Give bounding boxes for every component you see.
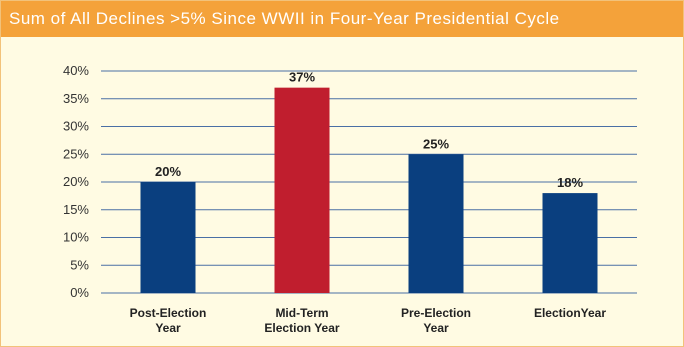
x-tick-label: Year [423,321,449,335]
bar [542,193,598,293]
y-tick-label: 30% [63,119,89,134]
bar [140,182,196,293]
data-label: 37% [289,70,315,85]
chart-title: Sum of All Declines >5% Since WWII in Fo… [1,1,683,37]
y-tick-label: 35% [63,91,89,106]
x-tick-label: Pre-Election [401,306,471,320]
x-tick-label: Mid-Term [275,306,328,320]
x-tick-label: Post-Election [130,306,207,320]
data-label: 20% [155,164,181,179]
y-tick-label: 20% [63,174,89,189]
y-tick-label: 40% [63,63,89,78]
bar [274,87,330,294]
x-tick-label: Election Year [264,321,339,335]
y-tick-label: 10% [63,230,89,245]
data-label: 18% [557,175,583,190]
y-tick-label: 5% [70,257,89,272]
y-tick-label: 15% [63,202,89,217]
x-tick-label: Year [155,321,181,335]
x-tick-label: ElectionYear [534,306,606,320]
y-tick-label: 25% [63,146,89,161]
bar [408,154,464,293]
y-tick-label: 0% [70,285,89,300]
data-label: 25% [423,136,449,151]
